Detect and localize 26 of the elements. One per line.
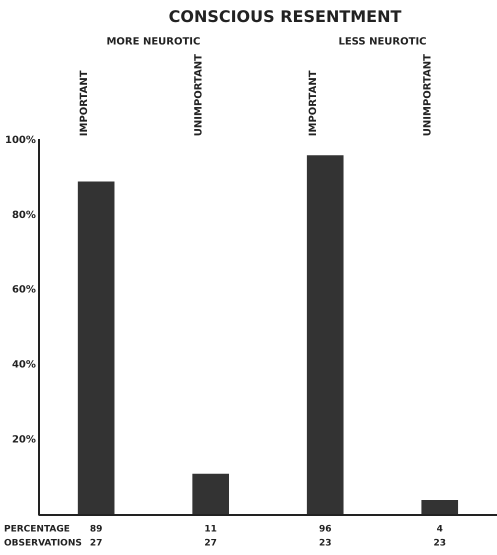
y-tick-label: 60% xyxy=(12,284,36,296)
text: 27 xyxy=(204,538,217,548)
text: MORE NEUROTIC xyxy=(106,36,200,48)
text: 23 xyxy=(318,538,332,548)
text: OBSERVATIONS xyxy=(4,538,82,548)
x-tick-label: UNIMPORTANT xyxy=(193,54,204,136)
y-tick-label: 100% xyxy=(4,134,36,146)
chart-title: CONSCIOUS RESENTMENT xyxy=(168,7,402,26)
text: 23 xyxy=(433,538,446,548)
text: 27 xyxy=(90,538,102,548)
data-label: 96 xyxy=(318,524,332,534)
y-tick-label: 20% xyxy=(12,434,36,446)
x-tick-label: IMPORTANT xyxy=(78,70,90,136)
data-label: 89 xyxy=(90,524,102,534)
y-tick-label: 40% xyxy=(12,360,36,371)
x-tick-label: IMPORTANT xyxy=(308,70,319,136)
text: LESS NEUROTIC xyxy=(338,36,426,48)
bar xyxy=(306,155,344,515)
x-tick-label: UNIMPORTANT xyxy=(422,54,434,136)
bar xyxy=(421,500,458,515)
y-tick-label: 80% xyxy=(12,210,36,221)
bar xyxy=(192,474,230,515)
data-label: 11 xyxy=(204,524,217,534)
bar xyxy=(78,181,114,515)
data-label: 4 xyxy=(436,524,443,534)
text: PERCENTAGE xyxy=(4,524,70,534)
